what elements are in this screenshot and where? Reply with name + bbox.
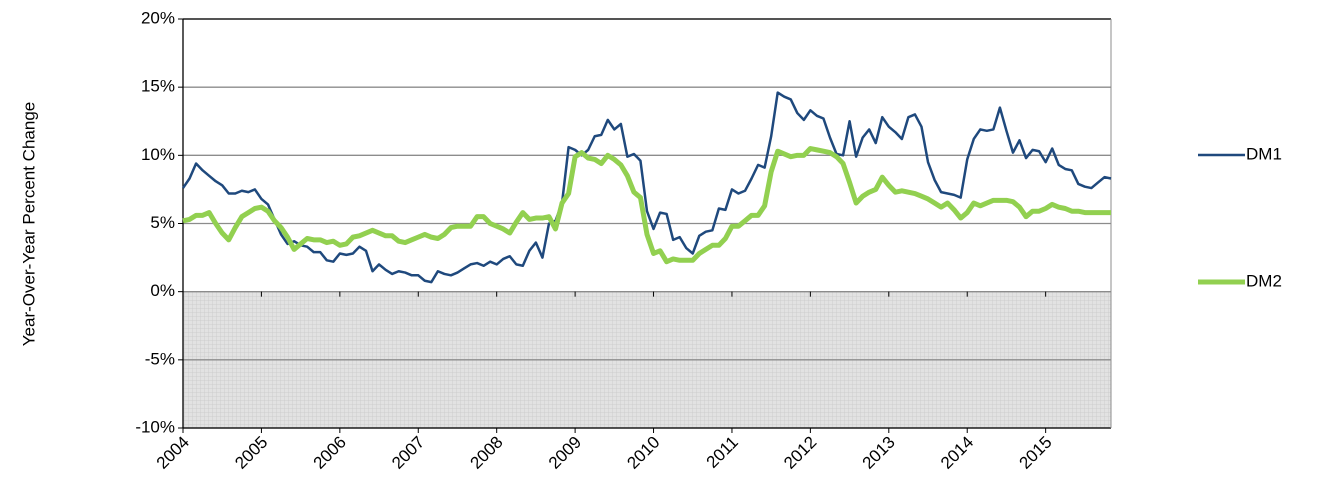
legend-label: DM1 [1246, 144, 1282, 163]
x-tick-label: 2008 [467, 433, 507, 473]
y-axis-title: Year-Over-Year Percent Change [19, 102, 38, 346]
y-tick-label: -10% [135, 417, 175, 436]
series-line [181, 91, 1112, 284]
y-tick-label: 15% [141, 77, 175, 96]
y-tick-label: 10% [141, 145, 175, 164]
x-tick-label: 2010 [623, 433, 663, 473]
y-tick-label: -5% [145, 349, 175, 368]
x-tick-label: 2007 [388, 433, 428, 473]
legend-label: DM2 [1246, 271, 1282, 290]
series-line [182, 146, 1111, 265]
y-tick-label: 0% [150, 281, 175, 300]
x-tick-label: 2012 [780, 433, 820, 473]
x-tick-label: 2004 [153, 433, 193, 473]
x-tick-label: 2006 [310, 433, 350, 473]
x-tick-label: 2009 [545, 433, 585, 473]
x-tick-label: 2013 [859, 433, 899, 473]
x-tick-label: 2015 [1015, 433, 1055, 473]
y-tick-label: 20% [141, 8, 175, 27]
x-tick-label: 2011 [703, 433, 742, 472]
y-tick-label: 5% [150, 213, 175, 232]
x-tick-label: 2014 [937, 433, 977, 473]
x-tick-label: 2005 [231, 433, 271, 473]
